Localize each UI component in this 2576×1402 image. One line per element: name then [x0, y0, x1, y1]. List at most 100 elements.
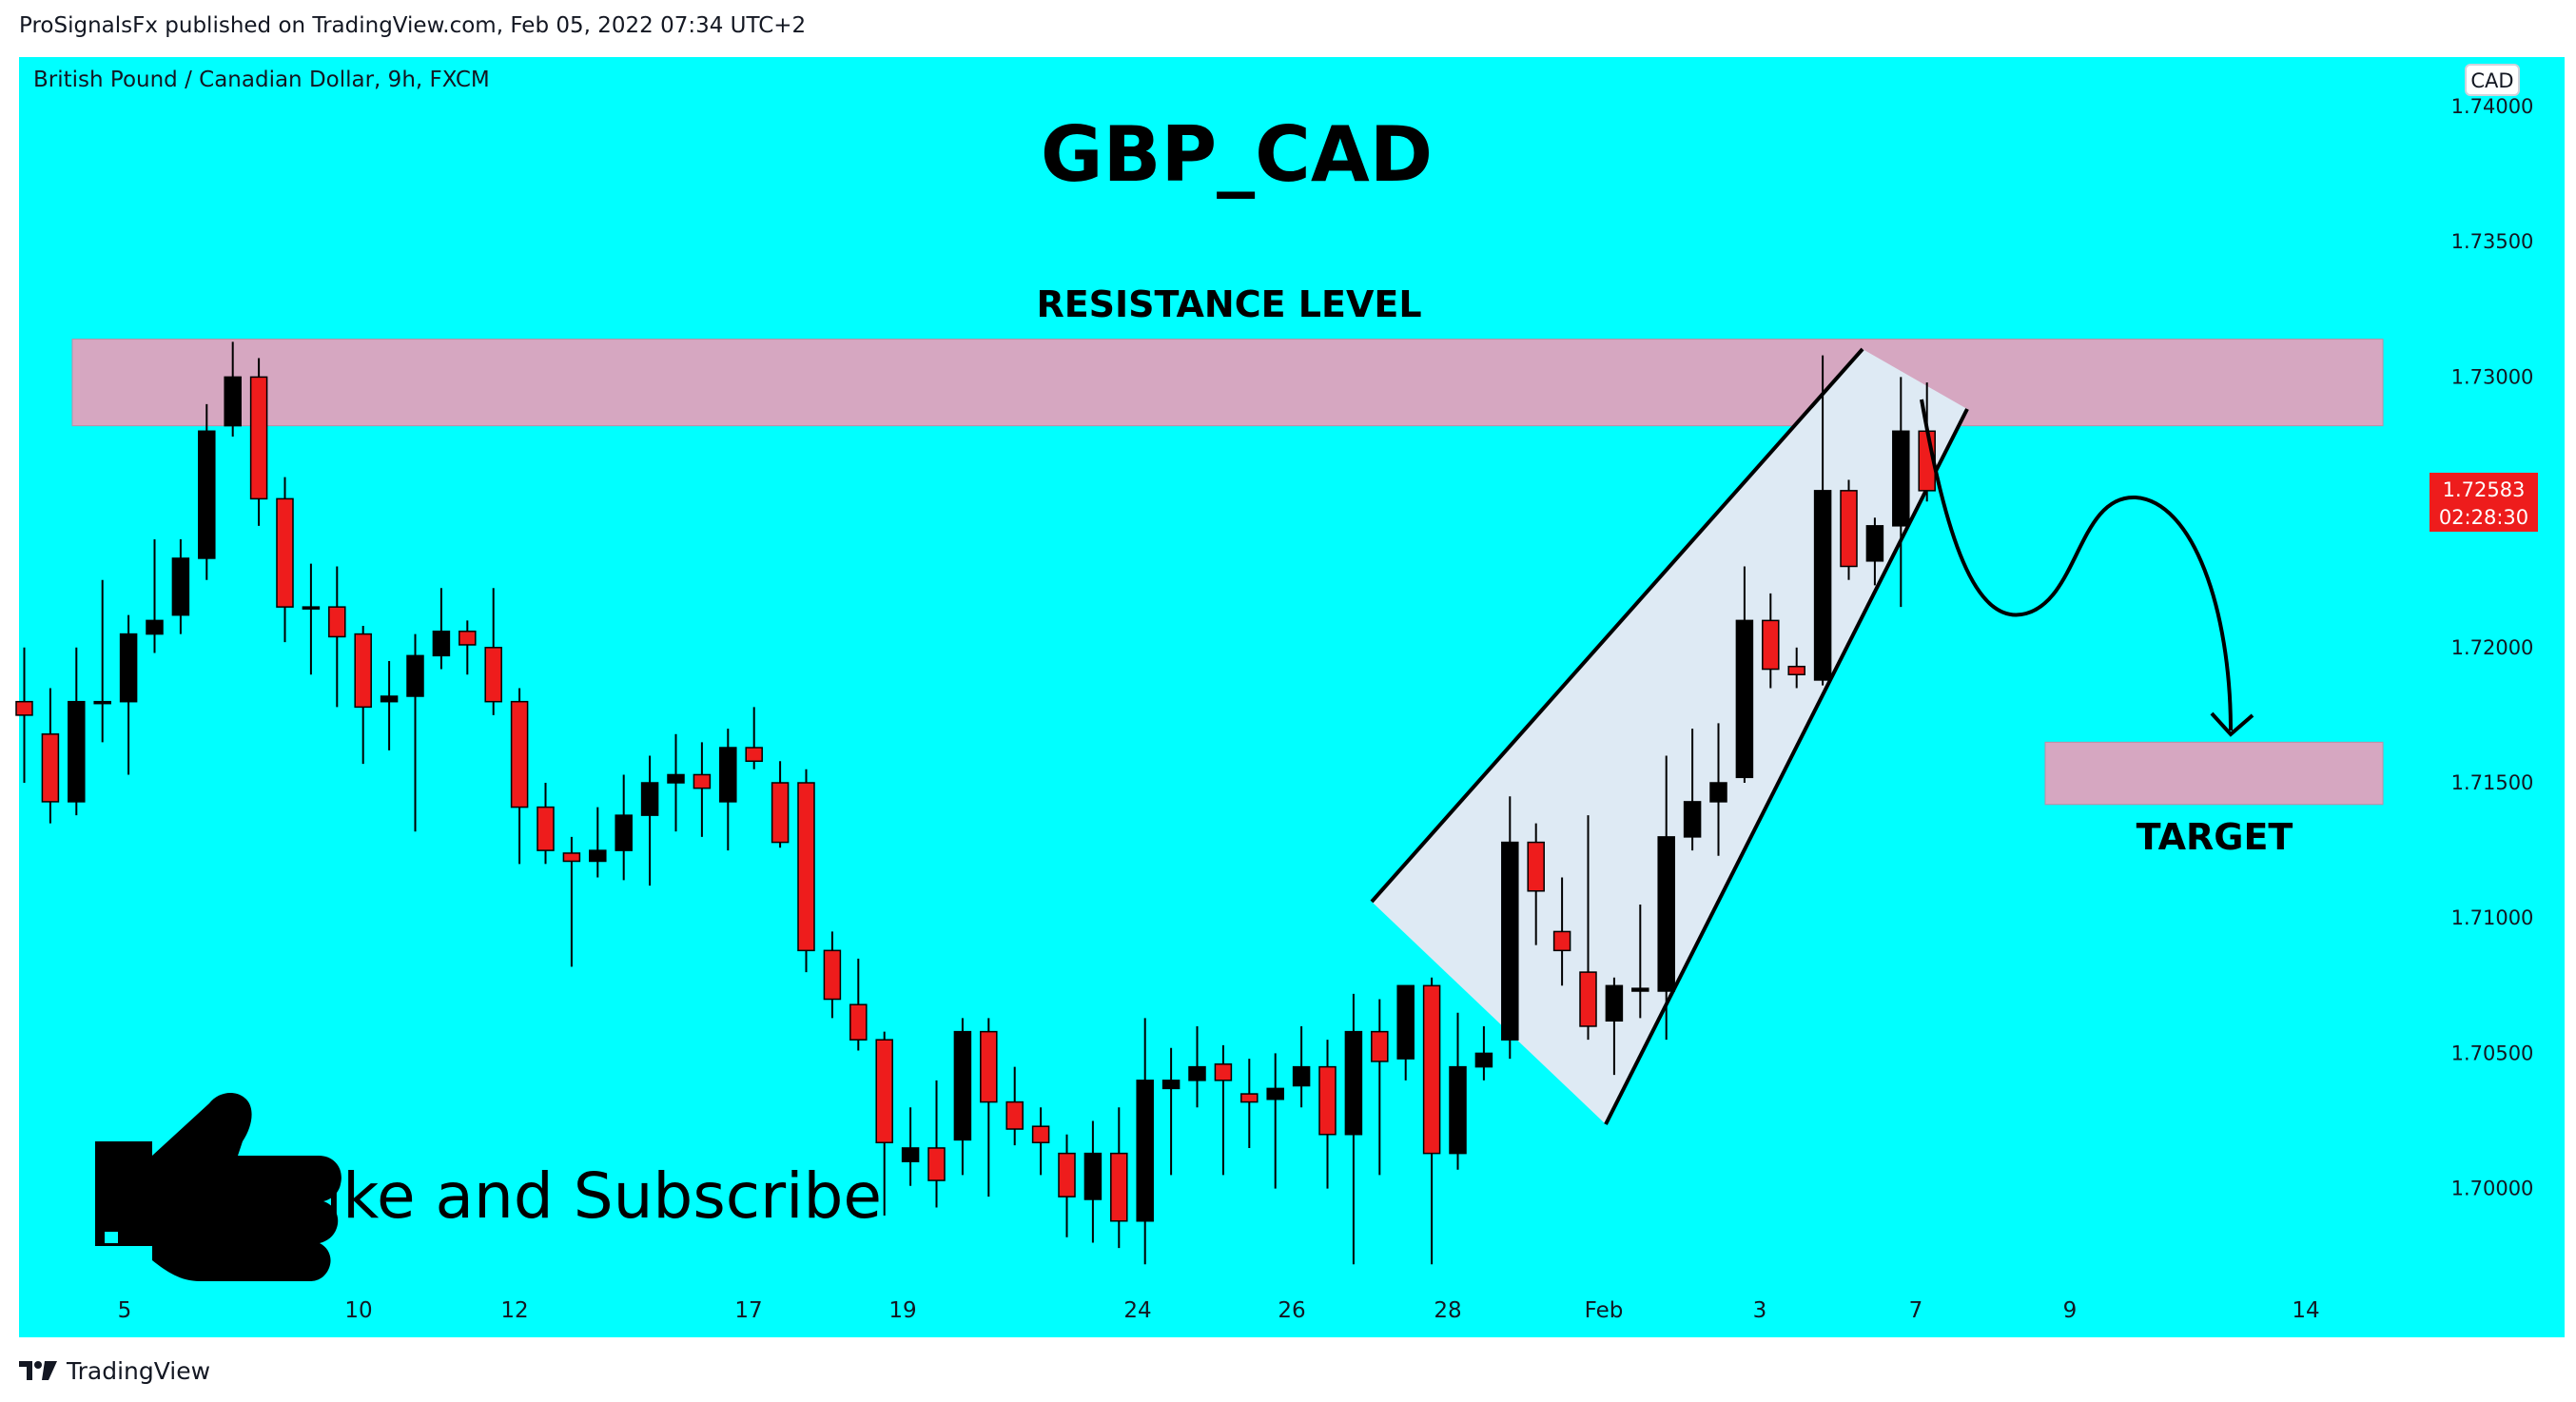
- candle: [119, 614, 138, 775]
- candle: [146, 539, 164, 653]
- last-price-countdown: 02:28:30: [2439, 506, 2528, 529]
- last-price-label: 1.72583 02:28:30: [2430, 473, 2538, 532]
- candle: [1058, 1134, 1076, 1237]
- candle: [380, 661, 399, 750]
- candle: [432, 588, 451, 670]
- price-tick-label: 1.70000: [2451, 1178, 2534, 1200]
- thumbs-up-icon: [95, 1093, 342, 1281]
- candle: [1501, 796, 1519, 1060]
- candle: [1865, 517, 1884, 586]
- candle: [249, 358, 268, 526]
- time-tick-label: 17: [734, 1298, 762, 1323]
- time-tick-label: 12: [500, 1298, 528, 1323]
- candle: [1474, 1025, 1493, 1081]
- price-tick-label: 1.74000: [2451, 95, 2534, 118]
- resistance-zone: [71, 339, 2384, 427]
- time-tick-label: 10: [344, 1298, 372, 1323]
- arrow-head-icon: [2210, 711, 2254, 737]
- candle: [1161, 1047, 1181, 1176]
- candle: [1892, 377, 1910, 608]
- time-tick-label: 5: [118, 1298, 132, 1323]
- candle: [1813, 355, 1832, 686]
- price-tick-label: 1.71500: [2451, 771, 2534, 794]
- candle: [875, 1031, 893, 1217]
- candle: [1396, 984, 1415, 1081]
- candle: [198, 403, 216, 580]
- candle: [667, 733, 685, 832]
- candle: [328, 566, 346, 708]
- time-tick-label: 28: [1434, 1298, 1461, 1323]
- candle: [1657, 755, 1675, 1041]
- candle: [1318, 1040, 1337, 1189]
- candle: [980, 1018, 998, 1198]
- candle: [1840, 479, 1858, 580]
- candle: [1787, 647, 1805, 689]
- candle: [901, 1107, 920, 1186]
- candle: [1579, 815, 1597, 1041]
- candle: [484, 588, 502, 715]
- candle: [1214, 1044, 1233, 1176]
- tradingview-logo-icon: [19, 1361, 57, 1380]
- candle: [1371, 999, 1389, 1176]
- price-tick-label: 1.70500: [2451, 1042, 2534, 1064]
- candle: [562, 836, 581, 967]
- resistance-label: RESISTANCE LEVEL: [1036, 283, 1421, 325]
- projection-path: [1920, 399, 2233, 731]
- candle: [1683, 729, 1702, 851]
- candle: [93, 579, 111, 743]
- candle: [1449, 1012, 1467, 1170]
- publisher-line: ProSignalsFx published on TradingView.co…: [19, 13, 807, 38]
- time-tick-label: 19: [888, 1298, 916, 1323]
- price-tick-label: 1.73500: [2451, 230, 2534, 253]
- candle: [719, 729, 737, 851]
- price-tick-label: 1.72000: [2451, 636, 2534, 659]
- candle: [823, 931, 842, 1019]
- candle: [1344, 993, 1363, 1265]
- candle: [354, 626, 372, 765]
- candle: [224, 341, 242, 437]
- candle: [1527, 823, 1545, 945]
- candle: [1005, 1066, 1024, 1146]
- time-tick-label: Feb: [1585, 1298, 1624, 1323]
- candle: [171, 539, 190, 634]
- candle: [41, 688, 60, 824]
- candle: [771, 761, 790, 848]
- time-tick-label: 24: [1123, 1298, 1151, 1323]
- wedge-upper-line: [1370, 347, 1864, 904]
- time-tick-label: 26: [1278, 1298, 1305, 1323]
- candle: [1240, 1059, 1259, 1148]
- time-tick-label: 9: [2063, 1298, 2078, 1323]
- symbol-legend: British Pound / Canadian Dollar, 9h, FXC…: [33, 68, 490, 92]
- candle: [1266, 1053, 1284, 1189]
- candle: [1605, 977, 1624, 1076]
- candle: [745, 707, 763, 769]
- currency-badge[interactable]: CAD: [2465, 64, 2520, 96]
- candle: [1552, 877, 1571, 986]
- candle: [589, 807, 607, 878]
- candle: [693, 742, 712, 837]
- like-subscribe-text: Like and Subscribe: [290, 1159, 882, 1233]
- time-tick-label: 14: [2292, 1298, 2319, 1323]
- candle: [1031, 1107, 1050, 1176]
- candle: [1422, 977, 1441, 1265]
- publish-header: ProSignalsFx published on TradingView.co…: [0, 0, 2576, 57]
- target-label: TARGET: [2137, 816, 2293, 858]
- last-price-value: 1.72583: [2443, 478, 2526, 501]
- candle: [1110, 1107, 1128, 1249]
- candle: [615, 774, 633, 881]
- time-tick-label: 3: [1753, 1298, 1767, 1323]
- candle: [1083, 1120, 1103, 1243]
- annotation-layer: [1920, 399, 2254, 737]
- currency-badge-label: CAD: [2470, 69, 2513, 92]
- candle: [1709, 723, 1727, 856]
- candle: [15, 647, 33, 783]
- candle: [459, 620, 477, 675]
- candle: [849, 958, 868, 1051]
- brand-name: TradingView: [67, 1356, 211, 1385]
- candle: [1735, 566, 1754, 783]
- time-axis[interactable]: 5 10 12 17 19 24 26 28 Feb 3 7 9 14: [118, 1298, 2320, 1323]
- footer-brand[interactable]: TradingView: [19, 1354, 210, 1387]
- candle: [68, 647, 86, 816]
- chart-background: [19, 57, 2565, 1337]
